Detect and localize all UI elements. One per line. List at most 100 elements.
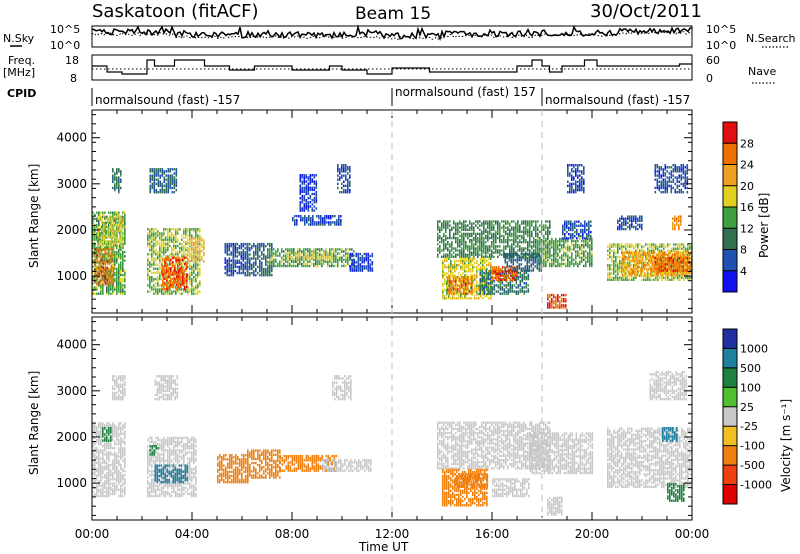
- data-cell: [271, 274, 273, 277]
- data-cell: [447, 277, 449, 281]
- data-cell: [189, 280, 191, 283]
- data-cell: [340, 215, 342, 218]
- data-cell: [108, 262, 111, 265]
- data-cell: [499, 271, 502, 275]
- data-cell: [619, 276, 621, 279]
- data-cell: [449, 280, 451, 283]
- data-cell: [458, 295, 460, 298]
- data-cell: [236, 251, 239, 254]
- data-cell: [183, 253, 185, 256]
- data-cell: [164, 265, 166, 268]
- data-cell: [559, 306, 561, 309]
- data-cell: [187, 247, 189, 251]
- data-cell: [175, 280, 177, 283]
- data-cell: [110, 266, 113, 269]
- data-cell: [532, 263, 535, 266]
- data-cell: [181, 253, 183, 256]
- data-cell: [439, 251, 441, 254]
- data-cell: [110, 230, 112, 233]
- data-cell: [120, 257, 122, 260]
- data-cell: [153, 253, 155, 256]
- data-cell: [553, 252, 555, 255]
- data-cell: [157, 275, 159, 279]
- data-cell: [120, 284, 122, 287]
- data-cell: [472, 263, 474, 267]
- data-cell: [124, 255, 126, 258]
- data-cell: [163, 172, 166, 175]
- data-cell: [491, 245, 493, 248]
- data-cell: [345, 248, 347, 251]
- data-cell: [108, 260, 111, 263]
- data-cell: [482, 257, 484, 260]
- data-cell: [181, 244, 183, 248]
- data-cell: [261, 274, 263, 277]
- data-cell: [547, 293, 549, 297]
- data-cell: [118, 267, 120, 270]
- data-cell: [479, 290, 482, 293]
- data-cell: [185, 275, 187, 279]
- data-cell: [255, 259, 257, 262]
- data-cell: [499, 230, 501, 233]
- data-cell: [515, 292, 518, 295]
- data-cell: [545, 230, 547, 233]
- data-cell: [613, 245, 615, 248]
- data-cell: [306, 217, 308, 220]
- data-cell: [491, 226, 493, 229]
- data-cell: [124, 292, 126, 295]
- data-cell: [553, 256, 555, 259]
- data-cell: [257, 249, 259, 252]
- data-cell: [336, 221, 338, 224]
- data-cell: [102, 234, 104, 237]
- data-cell: [104, 260, 107, 263]
- data-cell: [459, 220, 461, 223]
- data-cell: [92, 211, 94, 214]
- data-cell: [179, 286, 181, 289]
- data-cell: [586, 224, 588, 227]
- data-cell: [453, 222, 455, 225]
- data-cell: [147, 284, 149, 287]
- data-cell: [175, 263, 177, 266]
- data-cell: [315, 257, 317, 261]
- data-cell: [109, 217, 111, 220]
- data-cell: [315, 262, 317, 266]
- data-cell: [527, 220, 529, 223]
- data-cell: [114, 176, 116, 179]
- data-cell: [163, 282, 165, 285]
- data-cell: [197, 234, 199, 237]
- data-cell: [269, 260, 271, 263]
- data-cell: [462, 263, 464, 267]
- data-cell: [303, 250, 305, 253]
- data-cell: [585, 244, 587, 247]
- data-cell: [179, 250, 181, 254]
- data-cell: [349, 256, 352, 260]
- data-cell: [149, 184, 152, 188]
- data-cell: [112, 211, 114, 214]
- data-cell: [315, 190, 318, 194]
- data-cell: [510, 254, 513, 258]
- data-cell: [157, 277, 159, 281]
- data-cell: [327, 262, 329, 266]
- data-cell: [451, 226, 453, 229]
- data-cell: [303, 188, 306, 192]
- data-cell: [476, 297, 478, 300]
- data-cell: [551, 304, 553, 307]
- data-cell: [114, 224, 116, 227]
- data-cell: [253, 242, 255, 246]
- data-cell: [199, 253, 201, 257]
- data-cell: [613, 262, 615, 265]
- data-cell: [557, 300, 559, 303]
- data-cell: [471, 277, 473, 281]
- data-cell: [161, 257, 163, 260]
- data-cell: [454, 274, 456, 277]
- data-cell: [549, 252, 551, 255]
- data-cell: [499, 232, 501, 236]
- data-cell: [361, 259, 364, 262]
- data-cell: [443, 255, 445, 258]
- data-cell: [461, 255, 463, 258]
- data-cell: [238, 259, 241, 262]
- data-cell: [525, 290, 528, 293]
- data-cell: [114, 286, 116, 289]
- data-cell: [539, 256, 541, 259]
- data-cell: [113, 217, 115, 220]
- data-cell: [183, 255, 185, 258]
